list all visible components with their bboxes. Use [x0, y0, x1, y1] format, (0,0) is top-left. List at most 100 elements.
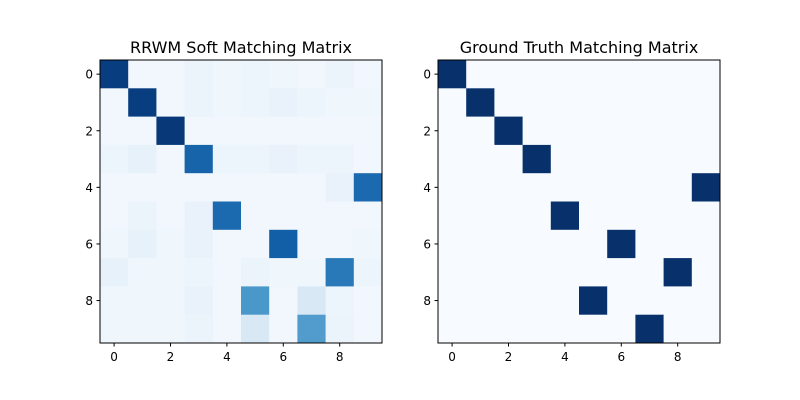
y-tick-label: 2 [423, 124, 431, 138]
y-tick-label: 4 [85, 181, 93, 195]
heatmap-cell [550, 116, 580, 146]
heatmap-cell [184, 60, 214, 89]
x-tick-label: 8 [674, 350, 682, 364]
heatmap-cell [579, 116, 608, 146]
heatmap-cell [607, 286, 636, 316]
heatmap-cell [353, 60, 383, 89]
heatmap-cell [522, 201, 552, 231]
heatmap-cell [100, 314, 129, 344]
heatmap-cell [269, 314, 298, 344]
heatmap-cell [269, 116, 298, 146]
heatmap-cell [522, 173, 552, 202]
heatmap-cell [663, 229, 693, 259]
heatmap-cell [691, 258, 721, 287]
heatmap-cell [269, 201, 298, 231]
x-tick-label: 6 [279, 350, 287, 364]
heatmap-cell [353, 314, 383, 344]
y-tick-label: 8 [423, 294, 431, 308]
y-tick-label: 0 [85, 68, 93, 82]
heatmap-cell [607, 314, 636, 344]
heatmap-cell [100, 116, 129, 146]
heatmap-cell [550, 60, 580, 89]
heatmap-cell [579, 286, 608, 316]
heatmap-cell [353, 286, 383, 316]
heatmap-cell [297, 173, 326, 202]
heatmap-cell [128, 314, 157, 344]
x-tick-label: 2 [505, 350, 513, 364]
axes-frame [437, 59, 721, 344]
heatmap-cell [241, 60, 270, 89]
heatmap-cell [522, 258, 552, 287]
heatmap-cell [579, 144, 608, 174]
heatmap-cell [663, 60, 693, 89]
y-axis: 0 2 4 6 8 [423, 68, 438, 308]
x-tick-label: 0 [110, 350, 118, 364]
heatmap-cell [241, 144, 270, 174]
heatmap-cell [438, 229, 467, 259]
heatmap-cell [466, 116, 495, 146]
x-tick-label: 4 [561, 350, 569, 364]
heatmap-cell [607, 229, 636, 259]
heatmap-cell [241, 258, 270, 287]
heatmap-cell [607, 144, 636, 174]
heatmap-cell [438, 286, 467, 316]
heatmap-cell [438, 116, 467, 146]
heatmap-cell [297, 116, 326, 146]
heatmap-cell [241, 286, 270, 316]
x-tick-label: 0 [448, 350, 456, 364]
heatmap-cell [156, 88, 185, 117]
heatmap-cell [297, 229, 326, 259]
heatmap-cell [550, 173, 580, 202]
y-tick-label: 6 [423, 237, 431, 251]
heatmap-cell [635, 173, 664, 202]
heatmap-cell [128, 88, 157, 117]
heatmap-cell [635, 116, 664, 146]
heatmap-cell [128, 258, 157, 287]
heatmap-cell [156, 229, 185, 259]
heatmap-cell [212, 173, 242, 202]
heatmap-cell [325, 144, 355, 174]
heatmap-cell [241, 314, 270, 344]
heatmap-cell [212, 286, 242, 316]
heatmap-cell [212, 144, 242, 174]
heatmap-cell [550, 229, 580, 259]
heatmap-cell [607, 173, 636, 202]
heatmap-cell [494, 116, 523, 146]
heatmap-cell [635, 314, 664, 344]
heatmap-cell [466, 314, 495, 344]
x-tick-label: 8 [336, 350, 344, 364]
heatmap-cell [438, 60, 467, 89]
heatmap-cell [691, 88, 721, 117]
y-axis: 0 2 4 6 8 [85, 68, 100, 308]
heatmap-cell [550, 201, 580, 231]
heatmap-cell [579, 229, 608, 259]
heatmap-cell [325, 88, 355, 117]
heatmap-cell [635, 286, 664, 316]
heatmap-cell [494, 88, 523, 117]
heatmap-cell [269, 173, 298, 202]
heatmap-cell [128, 60, 157, 89]
heatmap-cell [100, 173, 129, 202]
heatmap-cell [635, 229, 664, 259]
heatmap-cell [241, 88, 270, 117]
heatmap-cell [128, 229, 157, 259]
heatmap-cell [353, 229, 383, 259]
heatmap-cell [607, 201, 636, 231]
heatmap-cell [663, 116, 693, 146]
heatmap-cell [100, 144, 129, 174]
heatmap-cell [212, 88, 242, 117]
x-axis: 0 2 4 6 8 [448, 343, 682, 364]
heatmap-cell [128, 201, 157, 231]
x-tick-label: 6 [617, 350, 625, 364]
heatmap-cell [184, 88, 214, 117]
heatmap-cell [438, 144, 467, 174]
panel-rrwm: RRWM Soft Matching Matrix 0 2 4 6 8 0 2 4 6 8 [85, 38, 383, 364]
heatmap-cell [128, 144, 157, 174]
heatmap-cell [269, 286, 298, 316]
heatmap-cell [522, 60, 552, 89]
x-tick-label: 2 [167, 350, 175, 364]
heatmap-cell [579, 88, 608, 117]
heatmap-cell [297, 201, 326, 231]
heatmap-cell [156, 60, 185, 89]
heatmap-cell [579, 314, 608, 344]
